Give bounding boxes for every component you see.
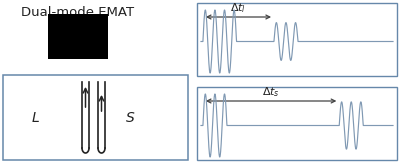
Text: $\Delta t_l$: $\Delta t_l$ [231,1,247,15]
Bar [197,3,397,76]
Bar [197,87,397,160]
Text: L: L [31,111,39,125]
Bar [48,14,108,59]
Text: $\Delta t_s$: $\Delta t_s$ [262,85,280,99]
Text: S: S [126,111,134,125]
Text: Dual-mode EMAT: Dual-mode EMAT [21,6,135,19]
Bar [3,75,188,160]
